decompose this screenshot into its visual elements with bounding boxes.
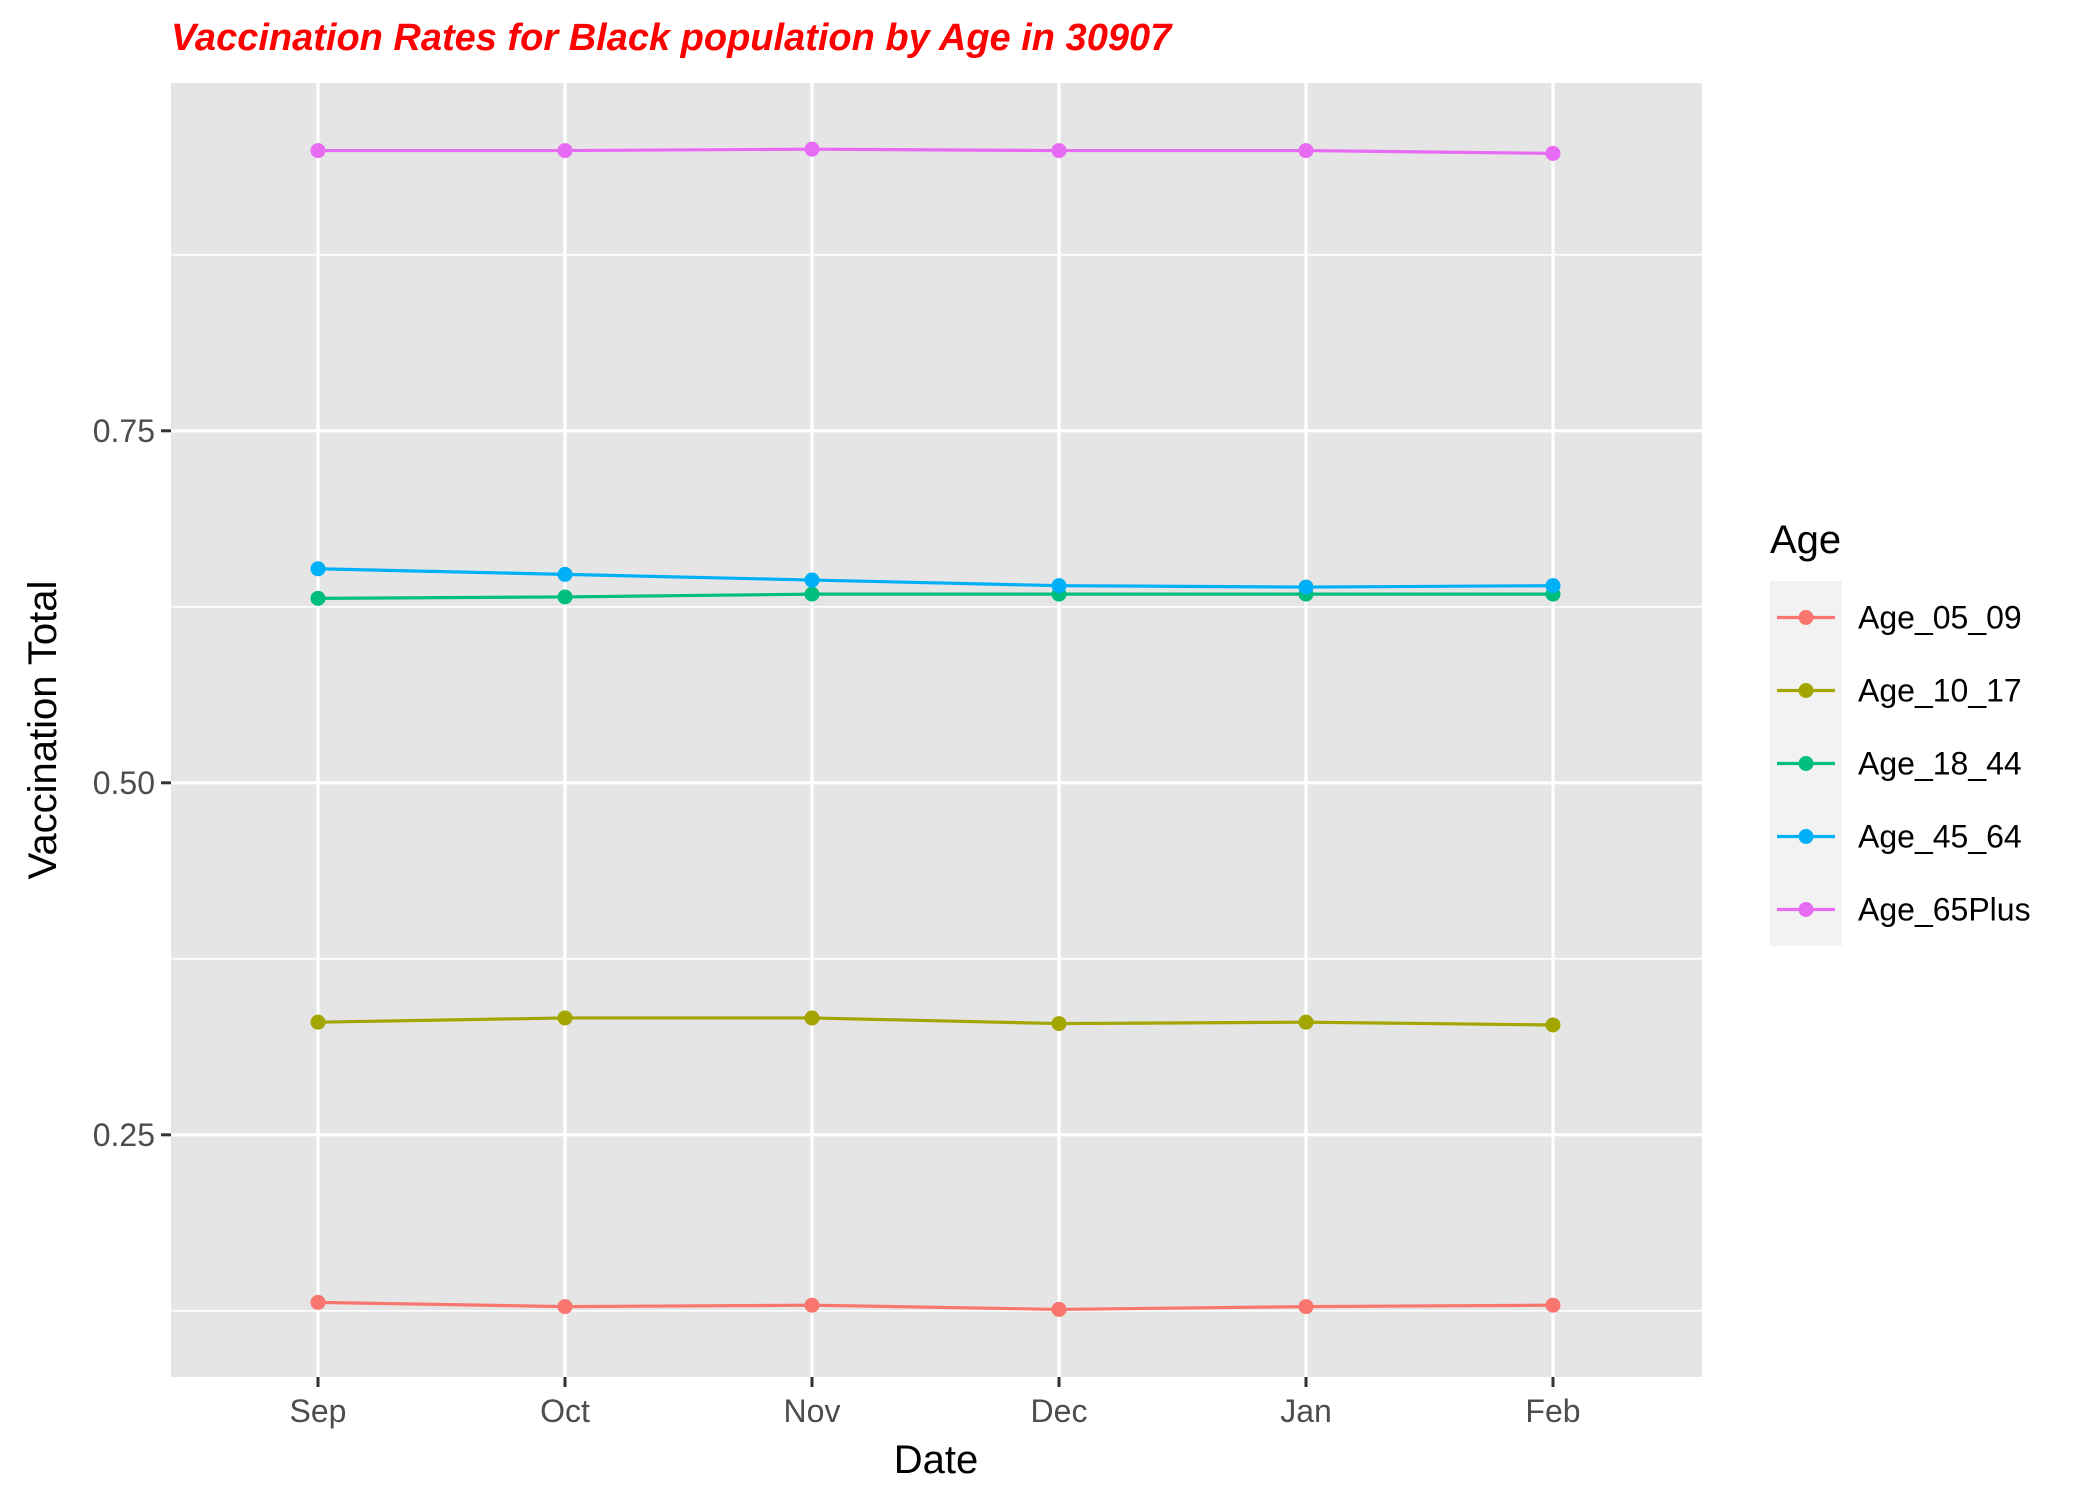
data-point — [1545, 1017, 1561, 1033]
data-point — [1545, 145, 1561, 161]
data-point — [557, 143, 573, 159]
grid-lines — [171, 83, 1702, 1377]
series-line — [317, 592, 1553, 600]
legend-item: Age_65Plus — [1770, 873, 2031, 946]
data-point — [804, 572, 820, 588]
data-point — [310, 590, 326, 606]
legend-key-point — [1798, 902, 1814, 917]
y-tick-label: 0.75 — [93, 413, 155, 449]
x-tick-label: Nov — [784, 1393, 841, 1429]
x-tick-label: Sep — [290, 1393, 347, 1429]
series-age-45-64 — [310, 561, 1561, 595]
series-line — [318, 147, 1554, 156]
series-line — [317, 1300, 1554, 1312]
data-point — [1051, 1016, 1067, 1032]
series-age-10-17 — [310, 1010, 1561, 1033]
data-point — [310, 1014, 326, 1030]
x-tick-label: Jan — [1280, 1393, 1332, 1429]
legend-label: Age_05_09 — [1858, 600, 2022, 636]
data-point — [1545, 1297, 1561, 1313]
legend-label: Age_18_44 — [1858, 746, 2022, 782]
legend-title: Age — [1770, 518, 1841, 562]
legend-item: Age_18_44 — [1770, 727, 2022, 800]
series-line — [317, 567, 1554, 589]
data-point — [557, 566, 573, 582]
legend-items: Age_05_09 Age_10_17 Age_18_44 Age_45_64 Age_… — [1770, 581, 2031, 946]
data-point — [804, 1010, 820, 1026]
legend-label: Age_45_64 — [1858, 819, 2022, 855]
y-tick-label: 0.25 — [93, 1117, 155, 1153]
data-point — [1298, 1299, 1314, 1315]
data-point — [557, 1010, 573, 1026]
data-point — [557, 589, 573, 605]
data-point — [804, 1297, 820, 1313]
legend-item: Age_05_09 — [1770, 581, 2022, 654]
x-tick-label: Dec — [1031, 1393, 1088, 1429]
data-point — [1545, 578, 1561, 594]
data-point — [1051, 578, 1067, 594]
legend-key-point — [1798, 683, 1814, 698]
x-tick-label: Feb — [1525, 1393, 1580, 1429]
data-point — [804, 586, 820, 602]
legend-item: Age_10_17 — [1770, 654, 2022, 727]
data-point — [804, 141, 820, 157]
series-age-65plus — [310, 141, 1561, 161]
legend: Age Age_05_09 Age_10_17 Age_18_44 Age_45_64… — [1770, 518, 2031, 946]
y-axis-title: Vaccination Total — [21, 581, 65, 880]
legend-key-point — [1798, 610, 1814, 625]
legend-key-point — [1798, 829, 1814, 844]
x-tick-label: Oct — [540, 1393, 590, 1429]
legend-key-point — [1798, 756, 1814, 771]
legend-item: Age_45_64 — [1770, 800, 2022, 873]
axes: 0.25 0.50 0.75 Sep Oct Nov Dec Jan Feb — [93, 413, 1581, 1429]
series-layer — [310, 141, 1561, 1317]
series-line — [317, 1016, 1554, 1027]
data-point — [1051, 1301, 1067, 1317]
chart-title: Vaccination Rates for Black population b… — [171, 17, 1173, 59]
data-point — [1051, 143, 1067, 159]
data-point — [310, 1294, 326, 1310]
plot-panel — [171, 83, 1702, 1377]
data-point — [310, 561, 326, 577]
data-point — [557, 1299, 573, 1315]
legend-label: Age_65Plus — [1858, 892, 2031, 928]
data-point — [1298, 143, 1314, 159]
data-point — [310, 143, 326, 159]
series-age-05-09 — [310, 1294, 1561, 1317]
legend-label: Age_10_17 — [1858, 673, 2022, 709]
data-point — [1298, 1014, 1314, 1030]
x-axis-title: Date — [894, 1438, 979, 1482]
y-tick-label: 0.50 — [93, 765, 155, 801]
data-point — [1298, 579, 1314, 595]
